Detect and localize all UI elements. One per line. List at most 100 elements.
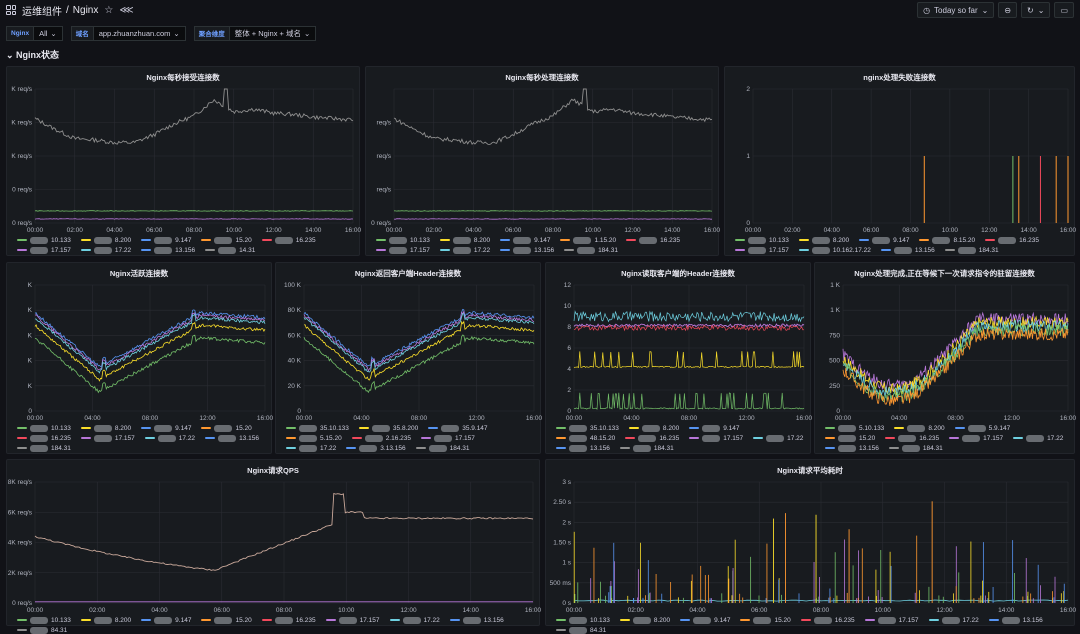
legend-item[interactable]: 13.156 <box>556 444 610 452</box>
dashboards-grid-icon[interactable] <box>6 5 16 15</box>
legend-item[interactable]: 17.157 <box>376 246 430 254</box>
variable-select[interactable]: app.zhuanzhuan.com ⌄ <box>93 25 186 41</box>
panel-title[interactable]: Nginx读取客户端的Header连接数 <box>621 269 735 278</box>
legend-item[interactable]: 17.22 <box>1013 434 1063 442</box>
legend-item[interactable]: 17.157 <box>325 616 380 624</box>
legend-item[interactable]: 9.147 <box>500 236 550 244</box>
legend-item[interactable]: 2.16.235 <box>351 434 411 442</box>
legend-item[interactable]: 9.147 <box>680 616 730 624</box>
legend-item[interactable]: 17.157 <box>80 434 135 442</box>
legend-item[interactable]: 5.10.133 <box>825 424 884 432</box>
legend-item[interactable]: 17.22 <box>439 246 490 254</box>
legend-item[interactable]: 17.22 <box>928 616 979 624</box>
variable-select[interactable]: 整体 + Nginx + 域名 ⌄ <box>229 25 317 41</box>
legend-item[interactable]: 15.20 <box>201 616 252 624</box>
legend-item[interactable]: 8.15.20 <box>919 236 975 244</box>
legend-item[interactable]: 13.156 <box>825 444 879 452</box>
share-icon[interactable]: ⋘ <box>119 4 134 16</box>
legend-item[interactable]: 8.200 <box>80 424 131 432</box>
variable-select[interactable]: All ⌄ <box>34 25 63 41</box>
legend-item[interactable]: 17.157 <box>864 616 919 624</box>
legend-item[interactable]: 8.200 <box>619 616 670 624</box>
panel-title[interactable]: Nginx活跃连接数 <box>109 269 169 278</box>
legend-item[interactable]: 17.22 <box>389 616 440 624</box>
legend-item[interactable]: 16.235 <box>800 616 855 624</box>
legend-item[interactable]: 16.235 <box>625 434 679 442</box>
legend-item[interactable]: 48.15.20 <box>556 434 615 442</box>
panel-title[interactable]: Nginx每秒处理连接数 <box>505 73 579 82</box>
panel-8[interactable]: Nginx请求QPS 8K req/s 6K req/s 4K req/s 2K req… <box>6 459 541 634</box>
legend-item[interactable]: 10.133 <box>376 236 430 244</box>
legend-item[interactable]: 8.200 <box>80 236 131 244</box>
legend-item[interactable]: 16.235 <box>261 616 316 624</box>
legend-item[interactable]: 35.10.133 <box>556 424 619 432</box>
panel-9[interactable]: Nginx请求平均耗时 3 s 2.50 s 2 s 1.50 s 1 s 500 ms 0 … <box>545 459 1076 634</box>
legend-item[interactable]: 9.147 <box>141 236 191 244</box>
panel-5[interactable]: Nginx返回客户端Header连接数 100 K 80 K 60 K 40 K 20 K… <box>275 262 542 454</box>
legend-item[interactable]: 9.147 <box>859 236 909 244</box>
legend-item[interactable]: 17.157 <box>949 434 1003 442</box>
legend-item[interactable]: 15.20 <box>740 616 791 624</box>
row-header[interactable]: ⌄ Nginx状态 <box>6 48 59 61</box>
legend-item[interactable]: 17.22 <box>80 246 131 254</box>
legend-item[interactable]: 184.31 <box>415 444 469 452</box>
legend-item[interactable]: 9.147 <box>689 424 739 432</box>
panel-title[interactable]: Nginx请求QPS <box>247 466 299 475</box>
legend-item[interactable]: 17.22 <box>286 444 336 452</box>
legend-item[interactable]: 184.31 <box>619 444 674 452</box>
panel-4[interactable]: Nginx活跃连接数 K K K K K 0 00:00 04:00 08:00 12:00 16:0… <box>6 262 273 454</box>
legend-item[interactable]: 15.20 <box>825 434 875 442</box>
legend-item[interactable]: 14.31 <box>205 246 255 254</box>
panel-title[interactable]: Nginx返回客户端Header连接数 <box>354 269 462 278</box>
panel-title[interactable]: Nginx处理完成,正在等候下一次请求指令的驻留连接数 <box>854 269 1035 278</box>
star-icon[interactable]: ☆ <box>104 4 114 16</box>
legend-item[interactable]: 184.31 <box>17 444 71 452</box>
panel-7[interactable]: Nginx处理完成,正在等候下一次请求指令的驻留连接数 1 K 1 K 750 500 2… <box>814 262 1076 454</box>
legend-item[interactable]: 5.15.20 <box>286 434 342 442</box>
legend-item[interactable]: 8.200 <box>439 236 490 244</box>
legend-item[interactable]: 35.10.133 <box>286 424 349 432</box>
zoom-out-button[interactable]: ⊖ <box>998 2 1018 18</box>
legend-item[interactable]: 17.157 <box>421 434 475 442</box>
panel-2[interactable]: Nginx每秒处理连接数 req/s req/s req/s 0 req/s 00:00 0… <box>365 66 720 256</box>
legend-item[interactable]: 84.31 <box>556 626 606 634</box>
legend-item[interactable]: 16.235 <box>17 434 71 442</box>
legend-item[interactable]: 16.235 <box>261 236 316 244</box>
tv-mode-button[interactable]: ▭ <box>1054 2 1074 18</box>
legend-item[interactable]: 15.20 <box>201 424 252 432</box>
variable-aggregation[interactable]: 聚合维度 整体 + Nginx + 域名 ⌄ <box>193 25 317 41</box>
panel-6[interactable]: Nginx读取客户端的Header连接数 12 10 8 6 4 2 0 00:00 04:00 0… <box>545 262 812 454</box>
legend-item[interactable]: 35.9.147 <box>428 424 488 432</box>
panel-title[interactable]: Nginx请求平均耗时 <box>777 466 843 475</box>
legend-item[interactable]: 5.9.147 <box>954 424 1010 432</box>
legend-item[interactable]: 16.235 <box>985 236 1039 244</box>
variable-domain[interactable]: 域名 app.zhuanzhuan.com ⌄ <box>70 25 186 41</box>
legend-item[interactable]: 17.157 <box>17 246 71 254</box>
panel-3[interactable]: nginx处理失败连接数 2 1 0 00:00 02:00 04:00 06:00 08:00… <box>724 66 1076 256</box>
legend-item[interactable]: 184.31 <box>564 246 618 254</box>
legend-item[interactable]: 10.133 <box>556 616 610 624</box>
legend-item[interactable]: 13.156 <box>500 246 554 254</box>
legend-item[interactable]: 15.20 <box>201 236 252 244</box>
dashboard-title[interactable]: Nginx <box>72 4 99 16</box>
legend-item[interactable]: 13.156 <box>880 246 935 254</box>
legend-item[interactable]: 13.156 <box>141 246 195 254</box>
panel-title[interactable]: Nginx每秒接受连接数 <box>146 73 220 82</box>
legend-item[interactable]: 17.157 <box>735 246 789 254</box>
legend-item[interactable]: 8.200 <box>798 236 849 244</box>
legend-item[interactable]: 8.200 <box>628 424 679 432</box>
breadcrumb-folder[interactable]: 运维组件 <box>22 6 62 18</box>
time-picker-button[interactable]: ◷ Today so far ⌄ <box>917 2 995 18</box>
legend-item[interactable]: 16.235 <box>626 236 680 244</box>
legend-item[interactable]: 1.15.20 <box>560 236 616 244</box>
legend-item[interactable]: 8.200 <box>894 424 945 432</box>
legend-item[interactable]: 9.147 <box>141 616 191 624</box>
legend-item[interactable]: 17.22 <box>753 434 803 442</box>
legend-item[interactable]: 10.133 <box>17 236 71 244</box>
legend-item[interactable]: 8.200 <box>80 616 131 624</box>
legend-item[interactable]: 35.8.200 <box>358 424 418 432</box>
legend-item[interactable]: 9.147 <box>141 424 191 432</box>
legend-item[interactable]: 17.22 <box>144 434 195 442</box>
legend-item[interactable]: 10.133 <box>17 424 71 432</box>
legend-item[interactable]: 3.13.156 <box>346 444 406 452</box>
